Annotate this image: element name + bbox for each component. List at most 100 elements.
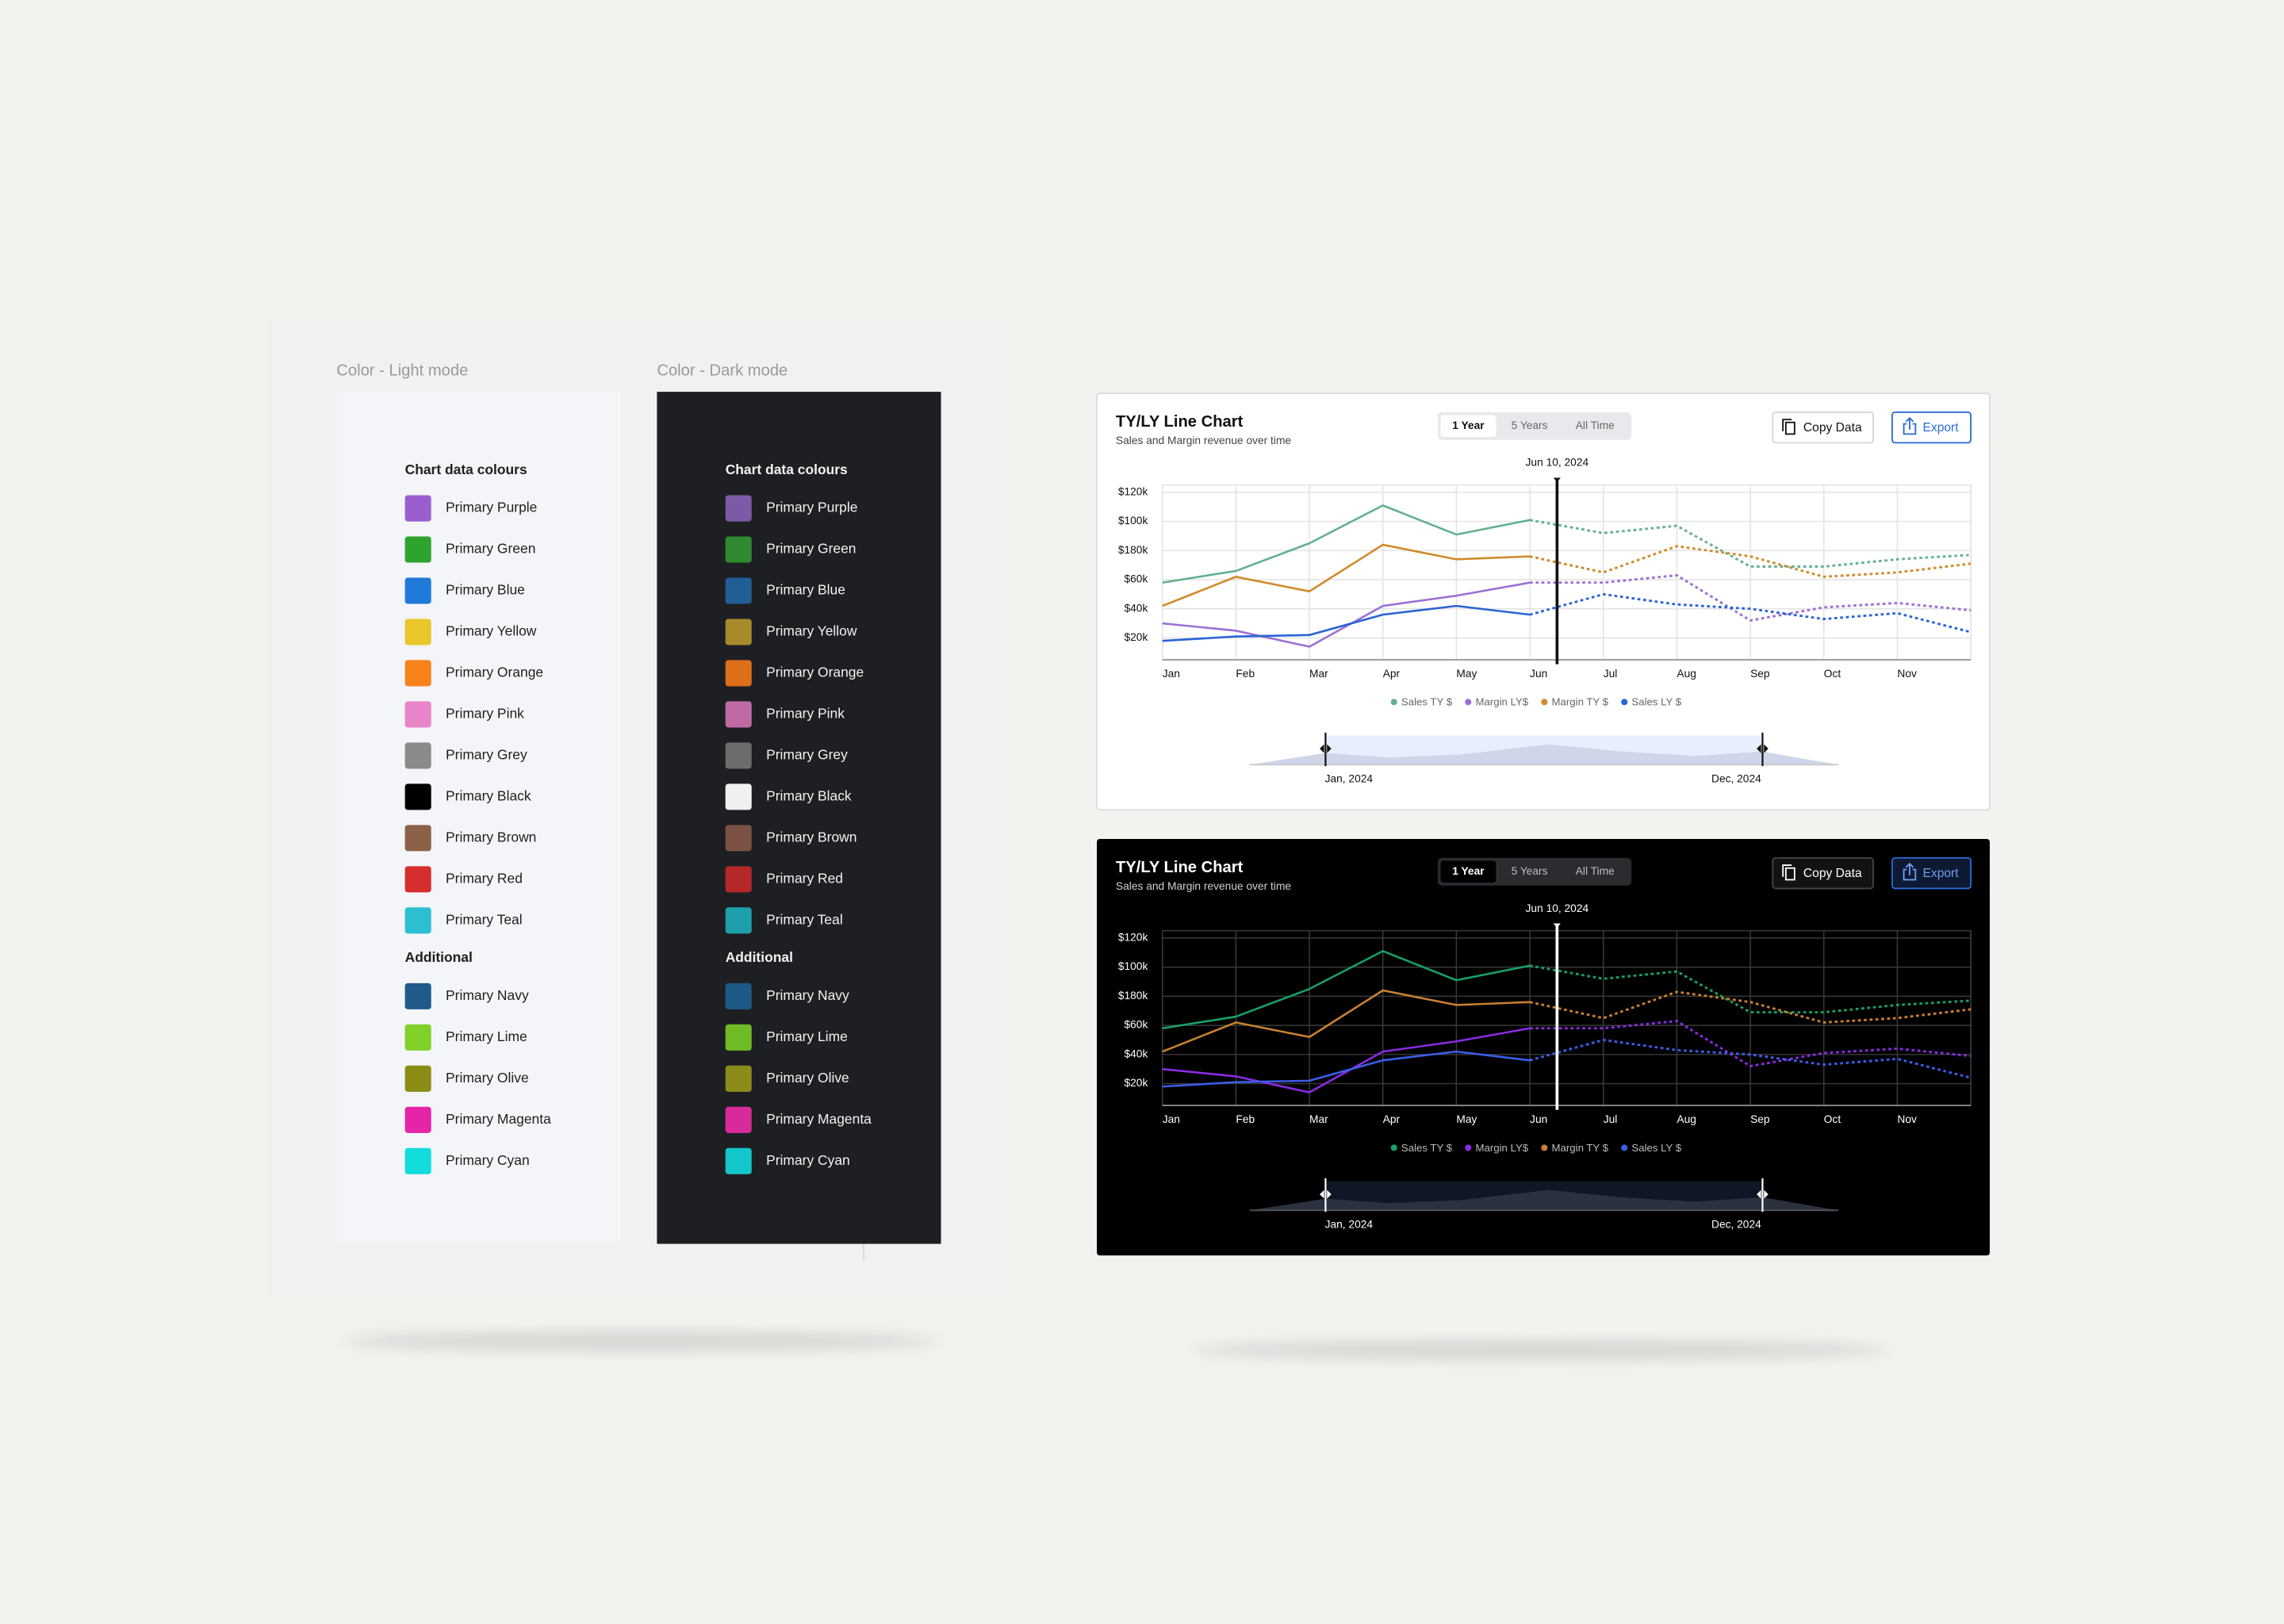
color-swatch: [404, 1106, 431, 1133]
x-tick-label: May: [1456, 668, 1477, 680]
color-swatch: [725, 619, 752, 645]
brush-label: Jan, 2024: [1325, 1218, 1374, 1230]
series-line: [1162, 504, 1531, 584]
y-tick-label: $20k: [1124, 631, 1148, 643]
palette-subheading: Additional: [405, 949, 473, 965]
palette-heading: Chart data colours: [726, 462, 848, 477]
brush-label: Dec, 2024: [1711, 772, 1761, 784]
legend-label: Sales TY $: [1401, 1142, 1453, 1154]
x-tick-label: Jun: [1530, 1113, 1547, 1125]
export-label[interactable]: Export: [1922, 867, 1959, 880]
series-line-projected: [1529, 592, 1972, 634]
copy-button[interactable]: [1772, 856, 1874, 890]
color-swatch: [725, 907, 752, 934]
color-name: Primary Brown: [446, 829, 536, 845]
color-name: Primary Magenta: [766, 1111, 872, 1127]
x-tick-label: Nov: [1897, 1113, 1917, 1125]
legend-label: Sales TY $: [1401, 696, 1453, 708]
series-line-projected: [1530, 1020, 1972, 1067]
color-name: Primary Brown: [766, 829, 856, 845]
brush-handle[interactable]: [1320, 744, 1332, 753]
color-name: Primary Yellow: [766, 623, 857, 639]
x-tick-label: Sep: [1750, 668, 1770, 680]
legend-label: Sales LY $: [1631, 1142, 1681, 1154]
color-name: Primary Magenta: [446, 1111, 551, 1127]
range-selected: [1440, 415, 1496, 438]
legend-dot: [1465, 1144, 1472, 1151]
brush-handle[interactable]: [1757, 744, 1769, 753]
card-background: [1096, 393, 1991, 811]
range-option[interactable]: 5 Years: [1512, 419, 1548, 431]
x-tick-label: Nov: [1897, 668, 1917, 680]
brush-handle[interactable]: [1757, 1189, 1769, 1199]
color-name: Primary Black: [446, 788, 531, 804]
copy-icon: [1784, 421, 1795, 435]
color-name: Primary Olive: [446, 1070, 529, 1086]
chart-title: TY/LY Line Chart: [1116, 413, 1244, 431]
color-swatch: [725, 1024, 752, 1051]
palette-title: Color - Light mode: [336, 362, 468, 380]
legend-dot: [1621, 1144, 1628, 1151]
brush-handle[interactable]: [1320, 1189, 1332, 1199]
copy-label[interactable]: Copy Data: [1803, 421, 1862, 435]
range-option[interactable]: All Time: [1576, 865, 1615, 877]
x-tick-label: Oct: [1824, 1113, 1841, 1125]
export-label[interactable]: Export: [1922, 421, 1959, 435]
x-tick-label: Apr: [1383, 668, 1401, 680]
color-name: Primary Green: [766, 541, 856, 557]
color-swatch: [404, 660, 431, 687]
range-option[interactable]: 5 Years: [1512, 865, 1548, 877]
palette-panel: [657, 392, 941, 1244]
range-option[interactable]: 1 Year: [1452, 419, 1485, 431]
copy-icon: [1782, 419, 1792, 431]
color-swatch: [404, 1024, 431, 1051]
color-swatch: [725, 495, 752, 522]
color-swatch: [404, 825, 431, 852]
color-swatch: [404, 536, 431, 563]
color-swatch: [725, 783, 752, 810]
color-swatch: [725, 660, 752, 687]
color-swatch: [404, 495, 431, 522]
copy-label[interactable]: Copy Data: [1803, 867, 1862, 880]
color-name: Primary Grey: [446, 747, 527, 763]
range-selected: [1440, 860, 1496, 883]
series-line-projected: [1529, 519, 1972, 568]
legend-label: Sales LY $: [1631, 696, 1681, 708]
x-tick-label: Oct: [1824, 668, 1841, 680]
color-name: Primary Cyan: [766, 1152, 850, 1168]
range-option[interactable]: All Time: [1576, 419, 1615, 431]
y-tick-label: $120k: [1118, 485, 1148, 497]
color-swatch: [725, 742, 752, 769]
cursor-label: Jun 10, 2024: [1526, 457, 1589, 469]
palette-title: Color - Dark mode: [657, 362, 788, 380]
export-icon: [1903, 862, 1917, 881]
legend-dot: [1541, 1144, 1548, 1151]
color-name: Primary Cyan: [446, 1152, 530, 1168]
series-line: [1162, 543, 1531, 607]
x-tick-label: Mar: [1309, 1113, 1328, 1125]
color-name: Primary Purple: [446, 500, 537, 515]
color-swatch: [404, 783, 431, 810]
shadow: [1191, 1341, 1891, 1359]
x-tick-label: Aug: [1677, 1113, 1696, 1125]
range-option[interactable]: 1 Year: [1452, 865, 1485, 877]
x-tick-label: Jun: [1530, 668, 1547, 680]
legend-label: Margin LY$: [1476, 696, 1529, 708]
x-tick-label: Sep: [1750, 1113, 1770, 1125]
series-line-projected: [1530, 574, 1972, 622]
color-swatch: [404, 866, 431, 893]
color-swatch: [725, 866, 752, 893]
color-swatch: [725, 1065, 752, 1092]
color-name: Primary Blue: [766, 582, 845, 598]
y-tick-label: $40k: [1124, 1048, 1148, 1059]
brush-area: [1249, 744, 1838, 765]
color-name: Primary Green: [446, 541, 535, 557]
series-line: [1162, 1050, 1531, 1088]
y-tick-label: $100k: [1118, 515, 1148, 527]
chart-title: TY/LY Line Chart: [1116, 859, 1244, 876]
color-name: Primary Red: [446, 870, 523, 886]
color-name: Primary Orange: [766, 665, 864, 680]
y-tick-label: $100k: [1118, 960, 1148, 972]
copy-button[interactable]: [1772, 411, 1874, 444]
